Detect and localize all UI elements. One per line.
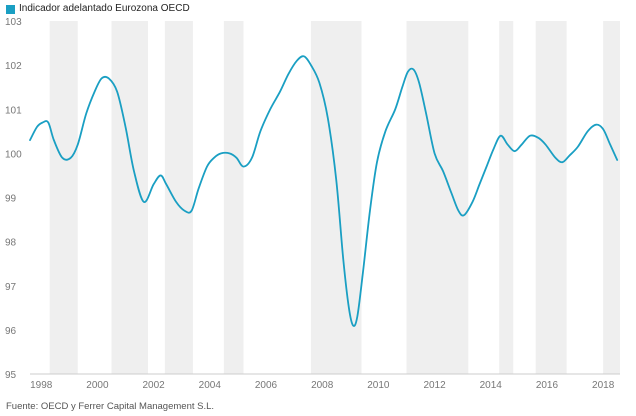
x-tick-label: 2002 xyxy=(142,380,165,391)
y-tick-label: 97 xyxy=(5,282,17,293)
shaded-band-4 xyxy=(310,21,362,374)
shaded-band-8 xyxy=(603,21,620,374)
series-group xyxy=(29,55,619,327)
y-tick-label: 95 xyxy=(5,370,17,381)
x-tick-label: 2018 xyxy=(592,380,615,391)
shaded-band-0 xyxy=(49,21,78,374)
y-axis: 95 96 97 98 99 100 101 102 103 xyxy=(5,17,22,381)
x-tick-label: 1998 xyxy=(30,380,53,391)
x-tick-label: 2004 xyxy=(199,380,222,391)
legend: Indicador adelantado Eurozona OECD xyxy=(6,2,190,16)
x-tick-label: 2008 xyxy=(311,380,334,391)
y-tick-label: 100 xyxy=(5,149,22,160)
x-tick-label: 2014 xyxy=(480,380,503,391)
x-tick-label: 2012 xyxy=(423,380,446,391)
shaded-band-5 xyxy=(406,21,469,374)
y-tick-label: 98 xyxy=(5,238,17,249)
x-tick-label: 2010 xyxy=(367,380,390,391)
y-tick-label: 102 xyxy=(5,61,22,72)
shaded-band-3 xyxy=(223,21,244,374)
x-tick-label: 2000 xyxy=(86,380,109,391)
y-tick-label: 103 xyxy=(5,17,22,28)
recession-bands xyxy=(49,21,620,374)
line-chart: 95 96 97 98 99 100 101 102 103 1998 2000 2002 2004 2… xyxy=(5,17,620,391)
x-tick-label: 2016 xyxy=(536,380,559,391)
shaded-band-7 xyxy=(535,21,567,374)
legend-swatch xyxy=(6,4,15,14)
y-tick-label: 99 xyxy=(5,194,17,205)
shaded-band-6 xyxy=(499,21,514,374)
shaded-band-1 xyxy=(111,21,148,374)
legend-label: Indicador adelantado Eurozona OECD xyxy=(19,3,190,14)
x-axis: 1998 2000 2002 2004 2006 2008 2010 2012 2014 2016… xyxy=(30,380,615,391)
x-tick-label: 2006 xyxy=(255,380,278,391)
y-tick-label: 96 xyxy=(5,326,17,337)
series-line-0 xyxy=(29,55,619,327)
y-tick-label: 101 xyxy=(5,105,22,116)
shaded-band-2 xyxy=(164,21,193,374)
source-note: Fuente: OECD y Ferrer Capital Management… xyxy=(6,401,215,412)
